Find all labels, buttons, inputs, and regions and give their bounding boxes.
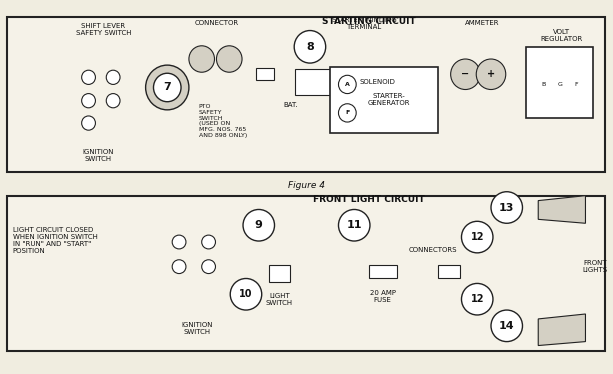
Ellipse shape	[202, 260, 216, 273]
Text: STARTING CIRCUIT: STARTING CIRCUIT	[322, 17, 416, 26]
Ellipse shape	[491, 310, 522, 341]
Polygon shape	[538, 196, 585, 223]
Text: 13: 13	[499, 202, 514, 212]
Text: STARTER WINDING
TERMINAL: STARTER WINDING TERMINAL	[332, 17, 397, 30]
Text: −: −	[462, 69, 470, 79]
Text: LIGHT
SWITCH: LIGHT SWITCH	[266, 293, 293, 306]
Text: CONNECTORS: CONNECTORS	[408, 247, 457, 253]
Polygon shape	[538, 314, 585, 346]
Ellipse shape	[172, 260, 186, 273]
Ellipse shape	[146, 65, 189, 110]
Ellipse shape	[202, 235, 216, 249]
Text: 11: 11	[346, 220, 362, 230]
Bar	[438, 265, 460, 279]
Text: 9: 9	[255, 220, 263, 230]
Text: F: F	[345, 110, 349, 116]
Text: 20 AMP
FUSE: 20 AMP FUSE	[370, 290, 396, 303]
Ellipse shape	[106, 94, 120, 108]
Text: 12: 12	[470, 294, 484, 304]
Text: PTO
SAFETY
SWITCH
(USED ON
MFG. NOS. 765
AND 898 ONLY): PTO SAFETY SWITCH (USED ON MFG. NOS. 765…	[199, 104, 247, 138]
Bar	[295, 69, 330, 95]
Text: FRONT
LIGHTS: FRONT LIGHTS	[583, 260, 608, 273]
Ellipse shape	[462, 283, 493, 315]
Text: B: B	[541, 82, 546, 87]
Bar	[268, 265, 291, 282]
Text: 8: 8	[306, 42, 314, 52]
Bar	[527, 47, 593, 118]
Ellipse shape	[52, 45, 154, 150]
Bar	[369, 265, 397, 279]
Text: F: F	[575, 82, 579, 87]
Bar	[256, 68, 273, 80]
Ellipse shape	[294, 31, 326, 63]
Ellipse shape	[476, 59, 506, 89]
Text: 14: 14	[499, 321, 514, 331]
Text: Figure 4: Figure 4	[288, 181, 325, 190]
Text: CONNECTOR: CONNECTOR	[194, 21, 238, 27]
Ellipse shape	[243, 209, 275, 241]
Ellipse shape	[462, 221, 493, 253]
Text: 12: 12	[470, 232, 484, 242]
Text: +: +	[487, 69, 495, 79]
Text: SHIFT LEVER
SAFETY SWITCH: SHIFT LEVER SAFETY SWITCH	[75, 23, 131, 36]
Text: IGNITION
SWITCH: IGNITION SWITCH	[83, 149, 114, 162]
Text: IGNITION
SWITCH: IGNITION SWITCH	[181, 322, 213, 335]
Ellipse shape	[230, 279, 262, 310]
Text: 10: 10	[239, 289, 253, 299]
Ellipse shape	[146, 208, 248, 311]
Text: LIGHT CIRCUIT CLOSED
WHEN IGNITION SWITCH
IN "RUN" AND "START"
POSITION: LIGHT CIRCUIT CLOSED WHEN IGNITION SWITC…	[13, 227, 97, 254]
Ellipse shape	[172, 235, 186, 249]
Text: FRONT LIGHT CIRCUIT: FRONT LIGHT CIRCUIT	[313, 195, 425, 204]
Text: STARTER-
GENERATOR: STARTER- GENERATOR	[367, 93, 410, 106]
Ellipse shape	[189, 46, 215, 72]
Ellipse shape	[338, 104, 356, 122]
Text: A: A	[345, 82, 350, 87]
Ellipse shape	[106, 70, 120, 85]
Text: BAT.: BAT.	[283, 102, 297, 108]
Ellipse shape	[216, 46, 242, 72]
Text: VOLT
REGULATOR: VOLT REGULATOR	[541, 29, 583, 42]
Text: SOLENOID: SOLENOID	[359, 79, 395, 85]
Ellipse shape	[451, 59, 480, 89]
Ellipse shape	[153, 73, 181, 102]
Text: 7: 7	[164, 83, 171, 92]
Ellipse shape	[82, 70, 96, 85]
Bar	[330, 67, 438, 133]
Ellipse shape	[82, 94, 96, 108]
Ellipse shape	[338, 209, 370, 241]
Ellipse shape	[82, 116, 96, 130]
Text: G: G	[557, 82, 562, 87]
Text: AMMETER: AMMETER	[465, 21, 500, 27]
Ellipse shape	[338, 75, 356, 94]
Ellipse shape	[491, 192, 522, 223]
